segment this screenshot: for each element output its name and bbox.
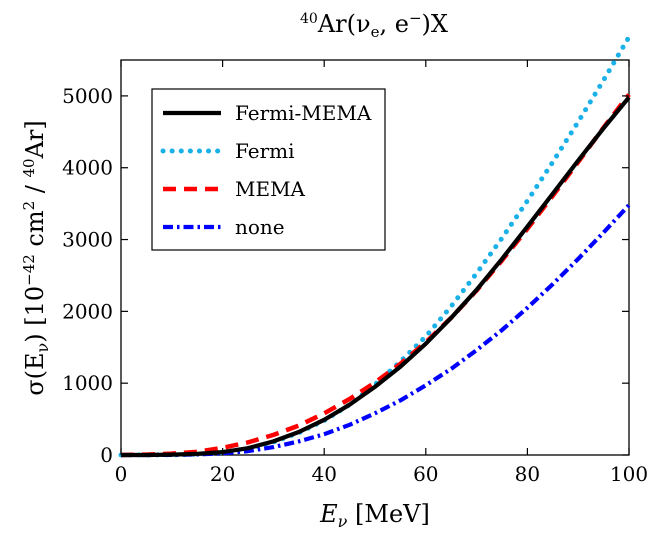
legend-label-mema: MEMA — [235, 177, 306, 201]
legend-box — [151, 88, 386, 251]
x-tick-label: 0 — [115, 462, 128, 486]
chart-title: 40Ar(νe, e−)X — [300, 9, 448, 41]
x-tick-label: 80 — [515, 462, 540, 486]
y-tick-label: 2000 — [62, 299, 113, 323]
series-layer — [118, 34, 632, 458]
y-tick-label: 4000 — [62, 156, 113, 180]
plot-frame — [120, 59, 630, 456]
x-axis-label: Eν [MeV] — [319, 500, 430, 531]
y-tick-label: 5000 — [62, 84, 113, 108]
legend: Fermi-MEMA Fermi MEMA none — [151, 88, 386, 251]
legend-label-fermi: Fermi — [235, 139, 295, 163]
x-tick-label: 40 — [311, 462, 336, 486]
y-tick-label: 3000 — [62, 228, 113, 252]
y-tick-label: 1000 — [62, 371, 113, 395]
series-line-fermi-mema — [121, 95, 631, 458]
y-tick-label: 0 — [100, 443, 113, 467]
x-tick-label: 100 — [610, 462, 648, 486]
legend-entries: Fermi-MEMA Fermi MEMA none — [160, 101, 372, 239]
legend-label-none: none — [235, 215, 285, 239]
x-tick-label: 20 — [210, 462, 235, 486]
x-tick-label: 60 — [413, 462, 438, 486]
legend-label-fermi-mema: Fermi-MEMA — [235, 101, 372, 125]
y-axis-label: σ(Eν) [10−42 cm2 / 40Ar] — [20, 120, 52, 396]
